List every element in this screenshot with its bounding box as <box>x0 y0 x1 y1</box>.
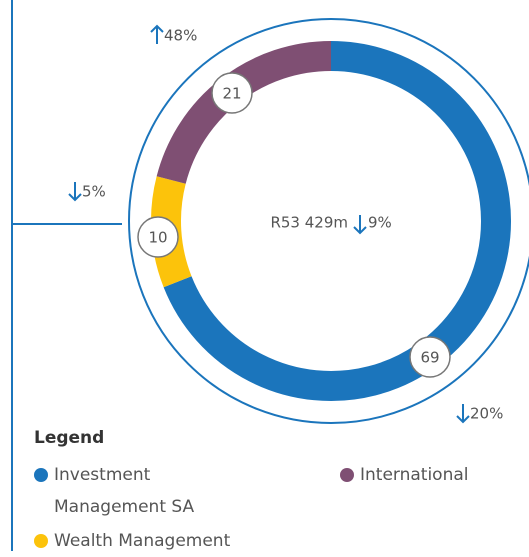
value-bubble <box>211 72 253 114</box>
center-change: 9% <box>368 214 392 232</box>
change-label: 48% <box>164 27 197 45</box>
value-label: 69 <box>420 349 439 367</box>
legend-title: Legend <box>34 428 105 448</box>
legend-swatch <box>34 534 48 548</box>
legend-item: International <box>340 459 520 491</box>
legend-item: Wealth Management <box>34 525 294 557</box>
legend-item: Investment Management SA <box>34 459 234 523</box>
change-label: 5% <box>82 183 106 201</box>
legend-swatch <box>34 468 48 482</box>
value-label: 10 <box>148 229 167 247</box>
arrow-icon <box>456 404 470 424</box>
value-label: 21 <box>222 85 241 103</box>
arrow-icon <box>150 24 164 44</box>
outer-ring <box>128 18 529 424</box>
arrow-icon <box>68 182 82 202</box>
arrow-icon <box>353 215 367 235</box>
legend-swatch <box>340 468 354 482</box>
legend-label: Wealth Management <box>54 531 231 551</box>
donut-segment <box>156 41 332 184</box>
center-label: R53 429m <box>270 214 348 232</box>
legend-label: Investment Management SA <box>54 465 195 517</box>
donut-segment <box>163 41 511 401</box>
change-label: 20% <box>470 405 503 423</box>
value-bubble <box>409 336 451 378</box>
value-bubble <box>137 216 179 258</box>
legend-label: International <box>360 465 469 485</box>
